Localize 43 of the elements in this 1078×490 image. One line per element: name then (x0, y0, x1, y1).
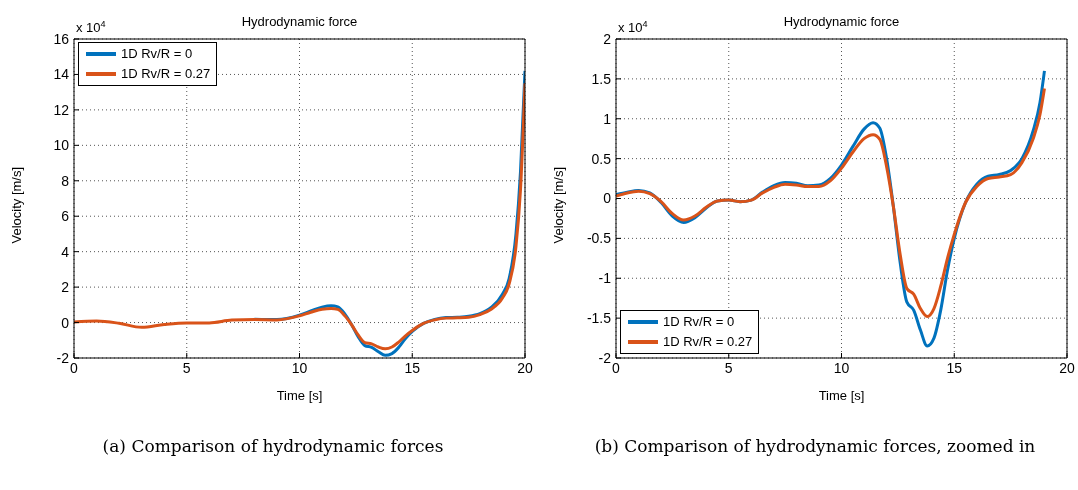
y-tick-label: 6 (61, 208, 70, 225)
x-tick-label: 15 (946, 359, 963, 376)
text: x 10$^{4}$ (618, 19, 648, 35)
y-tick-label: 0 (603, 190, 612, 207)
x-tick-label: 5 (724, 359, 733, 376)
y-axis-title: Velocity [m/s] (8, 166, 24, 244)
legend-label: 1D Rv/R = 0.27 (663, 334, 753, 350)
line-series (74, 81, 525, 351)
y-tick-label: 2 (603, 30, 612, 47)
line-series (616, 86, 1046, 319)
y-tick-label: 4 (61, 243, 70, 260)
y-tick-label: -1.5 (586, 310, 612, 327)
y-tick-label: 1 (603, 110, 612, 127)
x-axis-title: Time [s] (818, 388, 865, 403)
y-tick-label: 14 (53, 66, 70, 83)
y-tick-label: 12 (53, 101, 70, 118)
legend-label: 1D Rv/R = 0 (663, 314, 735, 330)
x-tick-label: 10 (833, 359, 850, 376)
y-axis-title: Velocity [m/s] (550, 166, 566, 244)
y-tick-label: 8 (61, 172, 70, 189)
x-axis-title: Time [s] (276, 388, 323, 403)
y-tick-label: -1 (598, 270, 612, 287)
chart-title: Hydrodynamic force (241, 14, 358, 29)
y-tick-label: 10 (53, 137, 70, 154)
text: (a) Comparison of hydrodynamic forces (101, 436, 445, 456)
chart-title: Hydrodynamic force (783, 14, 900, 29)
y-tick-label: 0 (61, 314, 70, 331)
y-tick-label: 16 (53, 30, 70, 47)
x-tick-label: 10 (291, 359, 308, 376)
text: (b) Comparison of hydrodynamic forces, zoomed in (593, 436, 1037, 456)
x-tick-label: 20 (1059, 359, 1075, 376)
x-tick-label: 20 (517, 359, 533, 376)
text: x 10$^{4}$ (76, 19, 106, 35)
legend-label: 1D Rv/R = 0.27 (121, 66, 211, 82)
y-tick-label: -0.5 (586, 230, 612, 247)
x-tick-label: 5 (182, 359, 191, 376)
y-tick-label: 2 (61, 279, 70, 296)
legend-label: 1D Rv/R = 0 (121, 46, 193, 62)
x-tick-label: 15 (404, 359, 421, 376)
y-tick-label: -2 (56, 349, 70, 366)
y-tick-label: 0.5 (591, 150, 612, 167)
y-tick-label: -2 (598, 349, 612, 366)
y-tick-label: 1.5 (591, 70, 612, 87)
